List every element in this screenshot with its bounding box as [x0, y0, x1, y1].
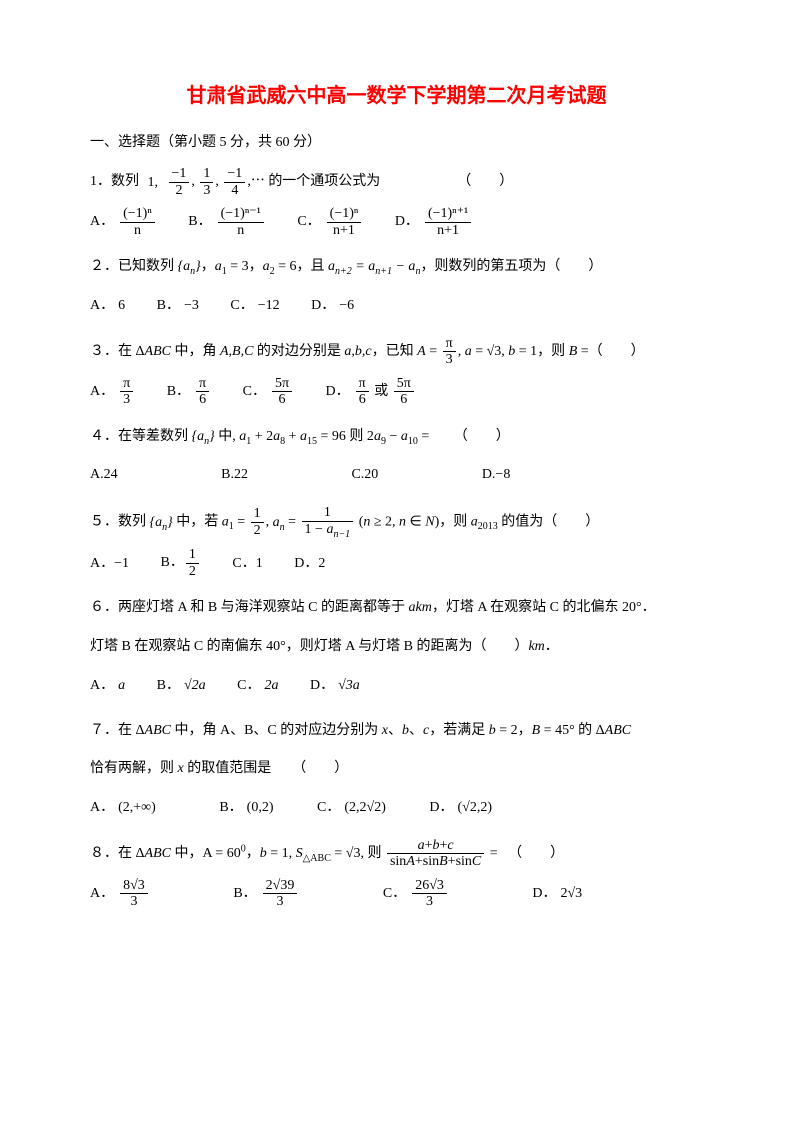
- q6-optA: a: [118, 678, 125, 693]
- q3-optD2: 5π6: [394, 376, 414, 408]
- q5-optD: D．2: [294, 549, 325, 580]
- q1-optA-label: A．: [90, 214, 114, 229]
- q1-optD: (−1)ⁿ⁺¹n+1: [425, 206, 471, 238]
- question-4-options: A.24 B.22 C.20 D.−8: [90, 460, 703, 491]
- q3-optC-label: C．: [243, 384, 266, 399]
- question-7-line1: ７．在 ΔABC 中，角 A、B、C 的对应边分别为 x、b、c，若满足 b =…: [90, 716, 703, 747]
- q1-optC-label: C．: [297, 214, 320, 229]
- q3-optA-label: A．: [90, 384, 114, 399]
- question-7-line2: 恰有两解，则 x 的取值范围是 （ ）: [90, 754, 703, 785]
- question-4-text: ４．在等差数列 {an} 中, a1 + 2a8 + a15 = 96 则 2a…: [90, 422, 703, 453]
- q7-optB-label: B．: [219, 800, 242, 815]
- question-7: ７．在 ΔABC 中，角 A、B、C 的对应边分别为 x、b、c，若满足 b =…: [90, 716, 703, 824]
- page-title: 甘肃省武威六中高一数学下学期第二次月考试题: [90, 80, 703, 112]
- question-5: ５．数列 {an} 中，若 a1 = 12, an = 11 − an−1 (n…: [90, 505, 703, 579]
- q8-optB-label: B．: [233, 886, 256, 901]
- question-7-options: A． (2,+∞) B． (0,2) C． (2,2√2) D． (√2,2): [90, 793, 703, 824]
- q3-optB-label: B．: [167, 384, 190, 399]
- q3-optC: 5π6: [272, 376, 292, 408]
- q6-optC: 2a: [265, 678, 279, 693]
- q8-optA: 8√33: [120, 878, 148, 910]
- question-8-options: A． 8√33 B． 2√393 C． 26√33 D． 2√3: [90, 878, 703, 910]
- q3-optA: π3: [120, 376, 133, 408]
- q8-optB: 2√393: [263, 878, 298, 910]
- q8-optA-label: A．: [90, 886, 114, 901]
- q5-optC: C．1: [232, 549, 262, 580]
- q6-optD-label: D．: [310, 678, 334, 693]
- q2-optB: −3: [184, 298, 199, 313]
- q7-optC: (2,2√2): [344, 800, 386, 815]
- q2-optD: −6: [339, 298, 354, 313]
- q7-optB: (0,2): [247, 800, 274, 815]
- q2-optA: 6: [118, 298, 125, 313]
- q6-optB: √2a: [184, 678, 206, 693]
- q8-optD-label: D．: [532, 886, 556, 901]
- q3-optD1: π6: [356, 376, 369, 408]
- question-2: ２．已知数列 {an}，a1 = 3，a2 = 6，且 an+2 = an+1 …: [90, 252, 703, 322]
- question-6-line1: ６．两座灯塔 A 和 B 与海洋观察站 C 的距离都等于 akm，灯塔 A 在观…: [90, 593, 703, 624]
- q3-optD-label: D．: [326, 384, 350, 399]
- q6-optB-label: B．: [157, 678, 180, 693]
- section-header: 一、选择题（第小题 5 分，共 60 分）: [90, 132, 703, 154]
- question-2-text: ２．已知数列 {an}，a1 = 3，a2 = 6，且 an+2 = an+1 …: [90, 252, 703, 283]
- question-1: 1．数列 1, −12, 13, −14,⋯ 的一个通项公式为 （ ） A． (−…: [90, 166, 703, 238]
- q8-optC: 26√33: [412, 878, 447, 910]
- question-1-text: 1．数列 1, −12, 13, −14,⋯ 的一个通项公式为 （ ）: [90, 166, 703, 198]
- question-8-text: ８．在 ΔABC 中，A = 600，b = 1, S△ABC = √3, 则 …: [90, 838, 703, 870]
- q4-optB: B.22: [221, 460, 248, 491]
- q7-optA-label: A．: [90, 800, 114, 815]
- q1-optB-label: B．: [188, 214, 211, 229]
- q1-prefix: 1．数列: [90, 175, 139, 190]
- question-4: ４．在等差数列 {an} 中, a1 + 2a8 + a15 = 96 则 2a…: [90, 422, 703, 492]
- question-3-options: A．π3 B．π6 C．5π6 D．π6 或 5π6: [90, 376, 703, 408]
- question-6: ６．两座灯塔 A 和 B 与海洋观察站 C 的距离都等于 akm，灯塔 A 在观…: [90, 593, 703, 701]
- question-8: ８．在 ΔABC 中，A = 600，b = 1, S△ABC = √3, 则 …: [90, 838, 703, 910]
- question-1-options: A． (−1)ⁿn B． (−1)ⁿ⁻¹n C． (−1)ⁿn+1 D． (−1)ⁿ⁺¹…: [90, 206, 703, 238]
- q5-optA: A．−1: [90, 549, 129, 580]
- q1-seq-3: 13: [200, 166, 213, 198]
- q1-optD-label: D．: [395, 214, 419, 229]
- question-3-text: ３．在 ΔABC 中，角 A,B,C 的对边分别是 a,b,c，已知 A = π…: [90, 336, 703, 368]
- q8-optD: 2√3: [561, 886, 583, 901]
- q2-optD-label: D．: [311, 298, 335, 313]
- q4-optC: C.20: [351, 460, 378, 491]
- q6-optA-label: A．: [90, 678, 114, 693]
- question-5-text: ５．数列 {an} 中，若 a1 = 12, an = 11 − an−1 (n…: [90, 505, 703, 539]
- q4-optA: A.24: [90, 460, 118, 491]
- q7-optC-label: C．: [317, 800, 340, 815]
- q1-optC: (−1)ⁿn+1: [327, 206, 362, 238]
- q7-optA: (2,+∞): [118, 800, 156, 815]
- q2-optC: −12: [258, 298, 280, 313]
- question-3: ３．在 ΔABC 中，角 A,B,C 的对边分别是 a,b,c，已知 A = π…: [90, 336, 703, 408]
- q2-optB-label: B．: [157, 298, 180, 313]
- q6-optC-label: C．: [237, 678, 260, 693]
- q4-optD: D.−8: [482, 460, 511, 491]
- q8-optC-label: C．: [383, 886, 406, 901]
- q7-optD: (√2,2): [457, 800, 492, 815]
- q2-optC-label: C．: [230, 298, 253, 313]
- q6-optD: √3a: [338, 678, 360, 693]
- q1-seq-1: 1,: [145, 175, 162, 190]
- question-5-options: A．−1 B．12 C．1 D．2: [90, 547, 703, 579]
- q1-suffix: 的一个通项公式为 （ ）: [268, 175, 513, 190]
- q1-optB: (−1)ⁿ⁻¹n: [218, 206, 264, 238]
- q7-optD-label: D．: [429, 800, 453, 815]
- q3-optB: π6: [196, 376, 209, 408]
- question-6-line2: 灯塔 B 在观察站 C 的南偏东 40°，则灯塔 A 与灯塔 B 的距离为（ ）…: [90, 632, 703, 663]
- q1-seq-2: −12: [169, 166, 190, 198]
- q1-seq-4: −14: [224, 166, 245, 198]
- question-2-options: A． 6 B． −3 C． −12 D． −6: [90, 291, 703, 322]
- q1-optA: (−1)ⁿn: [120, 206, 155, 238]
- q2-optA-label: A．: [90, 298, 114, 313]
- question-6-options: A． a B． √2a C． 2a D． √3a: [90, 671, 703, 702]
- q5-optB: B．12: [161, 547, 201, 579]
